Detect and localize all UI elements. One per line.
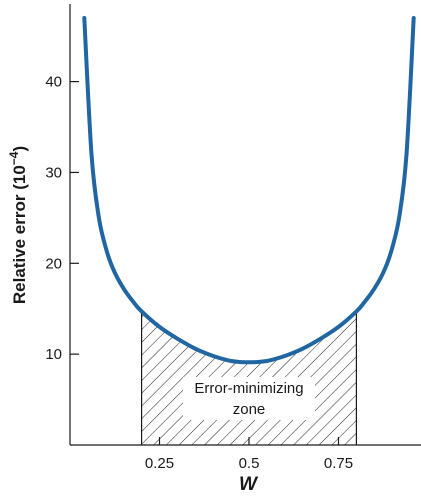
zone-label-line1: Error-minimizing bbox=[194, 380, 303, 397]
zone-label-background bbox=[183, 377, 315, 420]
x-tick-label: 0.25 bbox=[145, 455, 174, 472]
x-axis-title: W bbox=[239, 474, 259, 495]
zone-group: Error-minimizing zone bbox=[141, 311, 357, 445]
x-tick-label: 0.5 bbox=[239, 455, 260, 472]
y-ticks: 10 20 30 40 bbox=[45, 74, 79, 363]
y-axis-title-exponent: −4 bbox=[7, 151, 21, 165]
y-tick-label: 40 bbox=[45, 74, 62, 91]
zone-label-line2: zone bbox=[233, 401, 266, 418]
x-ticks: 0.25 0.5 0.75 bbox=[145, 437, 353, 472]
x-tick-label: 0.75 bbox=[324, 455, 353, 472]
y-tick-label: 10 bbox=[45, 346, 62, 363]
y-axis-title-suffix: ) bbox=[10, 146, 29, 152]
axes bbox=[69, 4, 421, 446]
y-tick-label: 30 bbox=[45, 164, 62, 181]
y-axis-title: Relative error (10−4) bbox=[7, 146, 29, 304]
y-axis-title-main: Relative error (10 bbox=[10, 165, 29, 304]
y-tick-label: 20 bbox=[45, 255, 62, 272]
series-line bbox=[82, 16, 416, 365]
